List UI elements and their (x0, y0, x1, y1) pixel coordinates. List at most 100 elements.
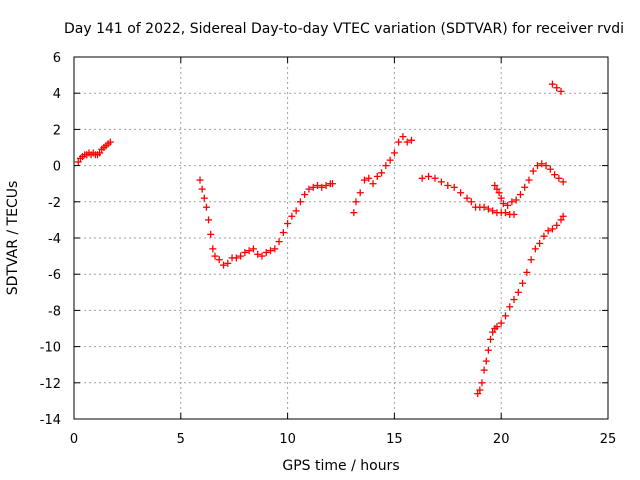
x-axis-label: GPS time / hours (282, 458, 399, 474)
data-point (431, 174, 439, 182)
data-point (476, 386, 484, 394)
data-point (365, 174, 373, 182)
data-point (484, 346, 492, 354)
data-point (542, 162, 550, 170)
data-point (262, 248, 270, 256)
data-point (296, 198, 304, 206)
data-point (437, 178, 445, 186)
data-point (480, 366, 488, 374)
data-point (284, 220, 292, 228)
chart-title: Day 141 of 2022, Sidereal Day-to-day VTE… (64, 21, 624, 37)
data-point (444, 182, 452, 190)
data-point (538, 160, 546, 168)
data-point (510, 210, 518, 218)
data-point (548, 80, 556, 88)
data-point (386, 156, 394, 164)
data-point (557, 216, 565, 224)
data-point (318, 183, 326, 191)
data-point (418, 174, 426, 182)
data-point (205, 216, 213, 224)
y-tick-label: -12 (40, 377, 61, 392)
data-point (390, 149, 398, 157)
data-point (74, 158, 82, 166)
data-point (425, 172, 433, 180)
data-point (544, 227, 552, 235)
data-point (512, 196, 520, 204)
y-tick-labels: 6 4 2 0 -2 -4 -6 -8 -10 -12 -14 (40, 51, 61, 428)
data-point (489, 207, 497, 215)
data-point (322, 182, 330, 190)
data-points (74, 80, 567, 398)
data-point (548, 225, 556, 233)
data-point (309, 183, 317, 191)
data-point (559, 212, 567, 220)
y-tick-label: -8 (48, 304, 61, 319)
data-point (106, 138, 114, 146)
data-point (516, 191, 524, 199)
x-tick-labels: 0 5 10 15 20 25 (70, 432, 616, 447)
data-point (555, 174, 563, 182)
data-point (508, 198, 516, 206)
data-point (536, 239, 544, 247)
data-point (369, 180, 377, 188)
y-tick-label: -14 (40, 413, 61, 428)
data-point (501, 209, 509, 217)
y-tick-label: 2 (53, 123, 61, 138)
x-tick-label: 25 (600, 432, 617, 447)
x-tick-label: 0 (70, 432, 78, 447)
data-point (514, 288, 522, 296)
y-tick-label: 0 (53, 160, 61, 175)
data-point (328, 180, 336, 188)
data-point (553, 221, 561, 229)
data-point (489, 328, 497, 336)
data-point (557, 87, 565, 95)
data-point (271, 245, 279, 253)
grid-lines (74, 57, 608, 419)
data-point (551, 171, 559, 179)
data-point (395, 138, 403, 146)
y-tick-label: -4 (48, 232, 61, 247)
data-point (258, 252, 266, 260)
data-point (288, 212, 296, 220)
data-point (484, 205, 492, 213)
data-point (237, 252, 245, 260)
data-point (350, 209, 358, 217)
y-tick-label: 6 (53, 51, 61, 66)
data-point (499, 200, 507, 208)
y-axis-label: SDTVAR / TECUs (5, 181, 21, 296)
data-point (279, 229, 287, 237)
data-point (232, 254, 240, 262)
data-point (249, 245, 257, 253)
y-tick-label: -6 (48, 268, 61, 283)
x-tick-label: 10 (279, 432, 296, 447)
data-point (501, 312, 509, 320)
data-point (523, 268, 531, 276)
data-point (96, 149, 104, 157)
data-point (301, 191, 309, 199)
data-point (497, 319, 505, 327)
data-point (275, 238, 283, 246)
data-point (200, 194, 208, 202)
data-point (207, 230, 215, 238)
x-tick-label: 20 (493, 432, 510, 447)
data-point (211, 252, 219, 260)
data-point (504, 201, 512, 209)
data-point (493, 185, 501, 193)
data-point (305, 185, 313, 193)
axis-ticks (73, 56, 609, 420)
data-point (202, 203, 210, 211)
data-point (482, 357, 490, 365)
data-point (292, 207, 300, 215)
data-point (491, 182, 499, 190)
data-point (450, 183, 458, 191)
data-point (360, 176, 368, 184)
data-point (478, 379, 486, 387)
data-point (220, 261, 228, 269)
data-point (378, 169, 386, 177)
data-point (356, 189, 364, 197)
data-point (457, 189, 465, 197)
data-point (540, 232, 548, 240)
data-point (403, 138, 411, 146)
data-point (480, 203, 488, 211)
